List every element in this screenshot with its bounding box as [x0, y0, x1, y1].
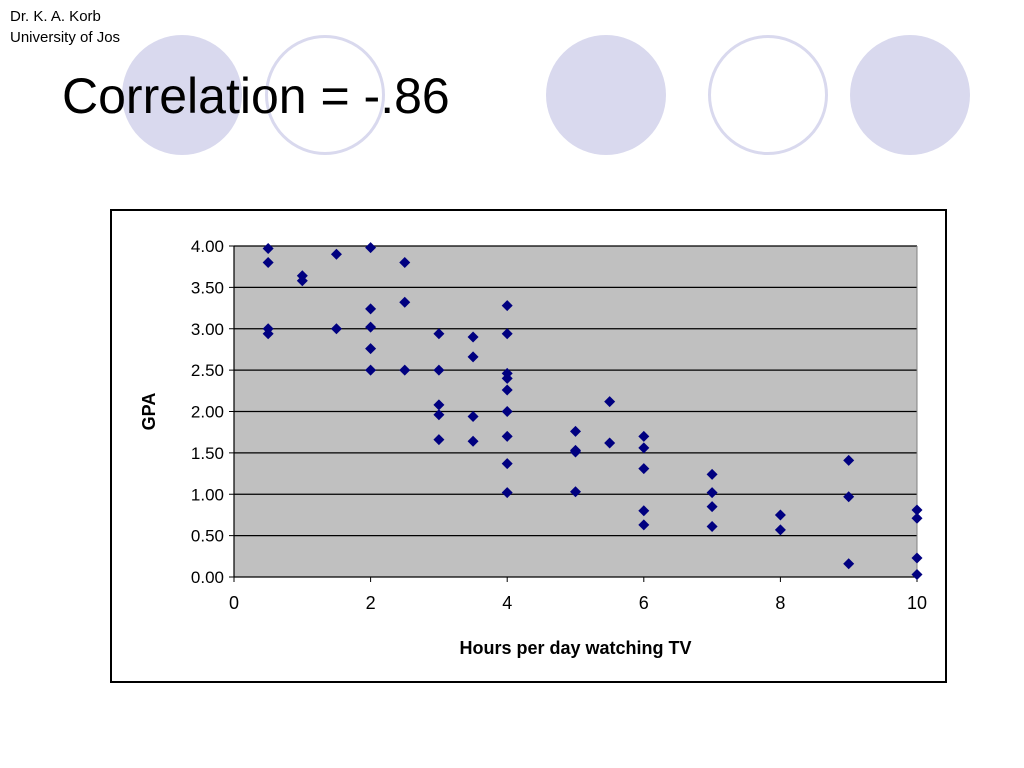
data-point-5 — [296, 275, 308, 287]
data-point-44 — [638, 519, 650, 531]
data-point-1 — [262, 257, 274, 269]
data-point-46 — [706, 487, 718, 499]
data-point-25 — [501, 300, 513, 312]
data-point-53 — [843, 558, 855, 570]
x-tick-label-1: 2 — [366, 593, 376, 613]
x-tick-label-4: 8 — [775, 593, 785, 613]
data-point-0 — [262, 242, 274, 254]
y-tick-label-4: 2.00 — [191, 403, 224, 422]
data-point-6 — [330, 248, 342, 260]
data-point-10 — [365, 321, 377, 333]
data-point-24 — [467, 435, 479, 447]
data-point-17 — [433, 364, 445, 376]
data-point-51 — [843, 454, 855, 466]
x-tick-label-2: 4 — [502, 593, 512, 613]
y-tick-label-8: 4.00 — [191, 237, 224, 256]
data-point-40 — [638, 430, 650, 442]
data-point-52 — [843, 491, 855, 503]
data-point-21 — [467, 331, 479, 343]
data-point-26 — [501, 328, 513, 340]
data-point-7 — [330, 323, 342, 335]
data-point-38 — [604, 396, 616, 408]
decor-circle-filled-1 — [122, 35, 242, 155]
data-point-54 — [911, 504, 923, 516]
data-point-42 — [638, 463, 650, 475]
y-tick-label-6: 3.00 — [191, 320, 224, 339]
data-point-37 — [570, 486, 581, 498]
y-tick-label-3: 1.50 — [191, 444, 224, 463]
data-point-12 — [365, 364, 377, 376]
data-point-11 — [365, 343, 377, 355]
data-point-50 — [774, 524, 786, 536]
data-point-14 — [399, 296, 411, 308]
data-point-41 — [638, 442, 650, 454]
data-point-48 — [706, 521, 718, 533]
data-point-22 — [467, 351, 479, 363]
data-point-13 — [399, 257, 411, 269]
data-point-39 — [604, 437, 616, 449]
data-point-36 — [570, 446, 581, 458]
data-point-19 — [433, 409, 445, 421]
y-tick-label-0: 0.00 — [191, 568, 224, 587]
scatter-chart: 0.00 0.50 1.00 1.50 2.00 2.50 3.00 3.50 4.00 0 2 4 6… — [139, 237, 927, 658]
data-point-28 — [501, 372, 513, 384]
decor-circle-ring-1 — [265, 35, 385, 155]
y-tick-label-7: 3.50 — [191, 278, 224, 297]
data-point-31 — [501, 430, 513, 442]
x-axis-title: Hours per day watching TV — [459, 638, 691, 658]
data-point-9 — [365, 303, 377, 315]
decor-circle-filled-3 — [850, 35, 970, 155]
data-point-47 — [706, 501, 718, 513]
y-tick-label-2: 1.00 — [191, 485, 224, 504]
data-point-29 — [501, 384, 513, 396]
data-point-3 — [262, 328, 274, 340]
data-point-43 — [638, 505, 650, 517]
y-tick-label-5: 2.50 — [191, 361, 224, 380]
decor-circle-filled-2 — [546, 35, 666, 155]
data-point-23 — [467, 410, 479, 422]
y-axis-title: GPA — [139, 393, 159, 431]
data-point-57 — [911, 569, 923, 581]
data-point-56 — [911, 552, 923, 564]
data-point-8 — [365, 242, 377, 254]
data-point-34 — [570, 425, 581, 437]
data-point-18 — [433, 399, 445, 411]
data-point-55 — [911, 512, 923, 524]
x-tick-label-0: 0 — [229, 593, 239, 613]
data-point-45 — [706, 468, 718, 480]
data-point-49 — [774, 509, 786, 521]
data-point-15 — [399, 364, 411, 376]
data-point-16 — [433, 328, 445, 340]
slide-title: Correlation = -.86 — [62, 68, 450, 124]
chart-frame: 0.00 0.50 1.00 1.50 2.00 2.50 3.00 3.50 4.00 0 2 4 6… — [110, 209, 947, 683]
author-name: Dr. K. A. Korb — [10, 8, 101, 25]
data-point-33 — [501, 487, 513, 499]
x-tick-label-3: 6 — [639, 593, 649, 613]
data-point-32 — [501, 458, 513, 470]
author-affiliation: University of Jos — [10, 29, 121, 46]
data-point-30 — [501, 406, 513, 417]
author-credit: Dr. K. A. Korb University of Jos — [10, 6, 120, 48]
y-tick-label-1: 0.50 — [191, 527, 224, 546]
data-point-20 — [433, 434, 445, 446]
decor-circle-ring-2 — [708, 35, 828, 155]
x-tick-label-5: 10 — [907, 593, 927, 613]
